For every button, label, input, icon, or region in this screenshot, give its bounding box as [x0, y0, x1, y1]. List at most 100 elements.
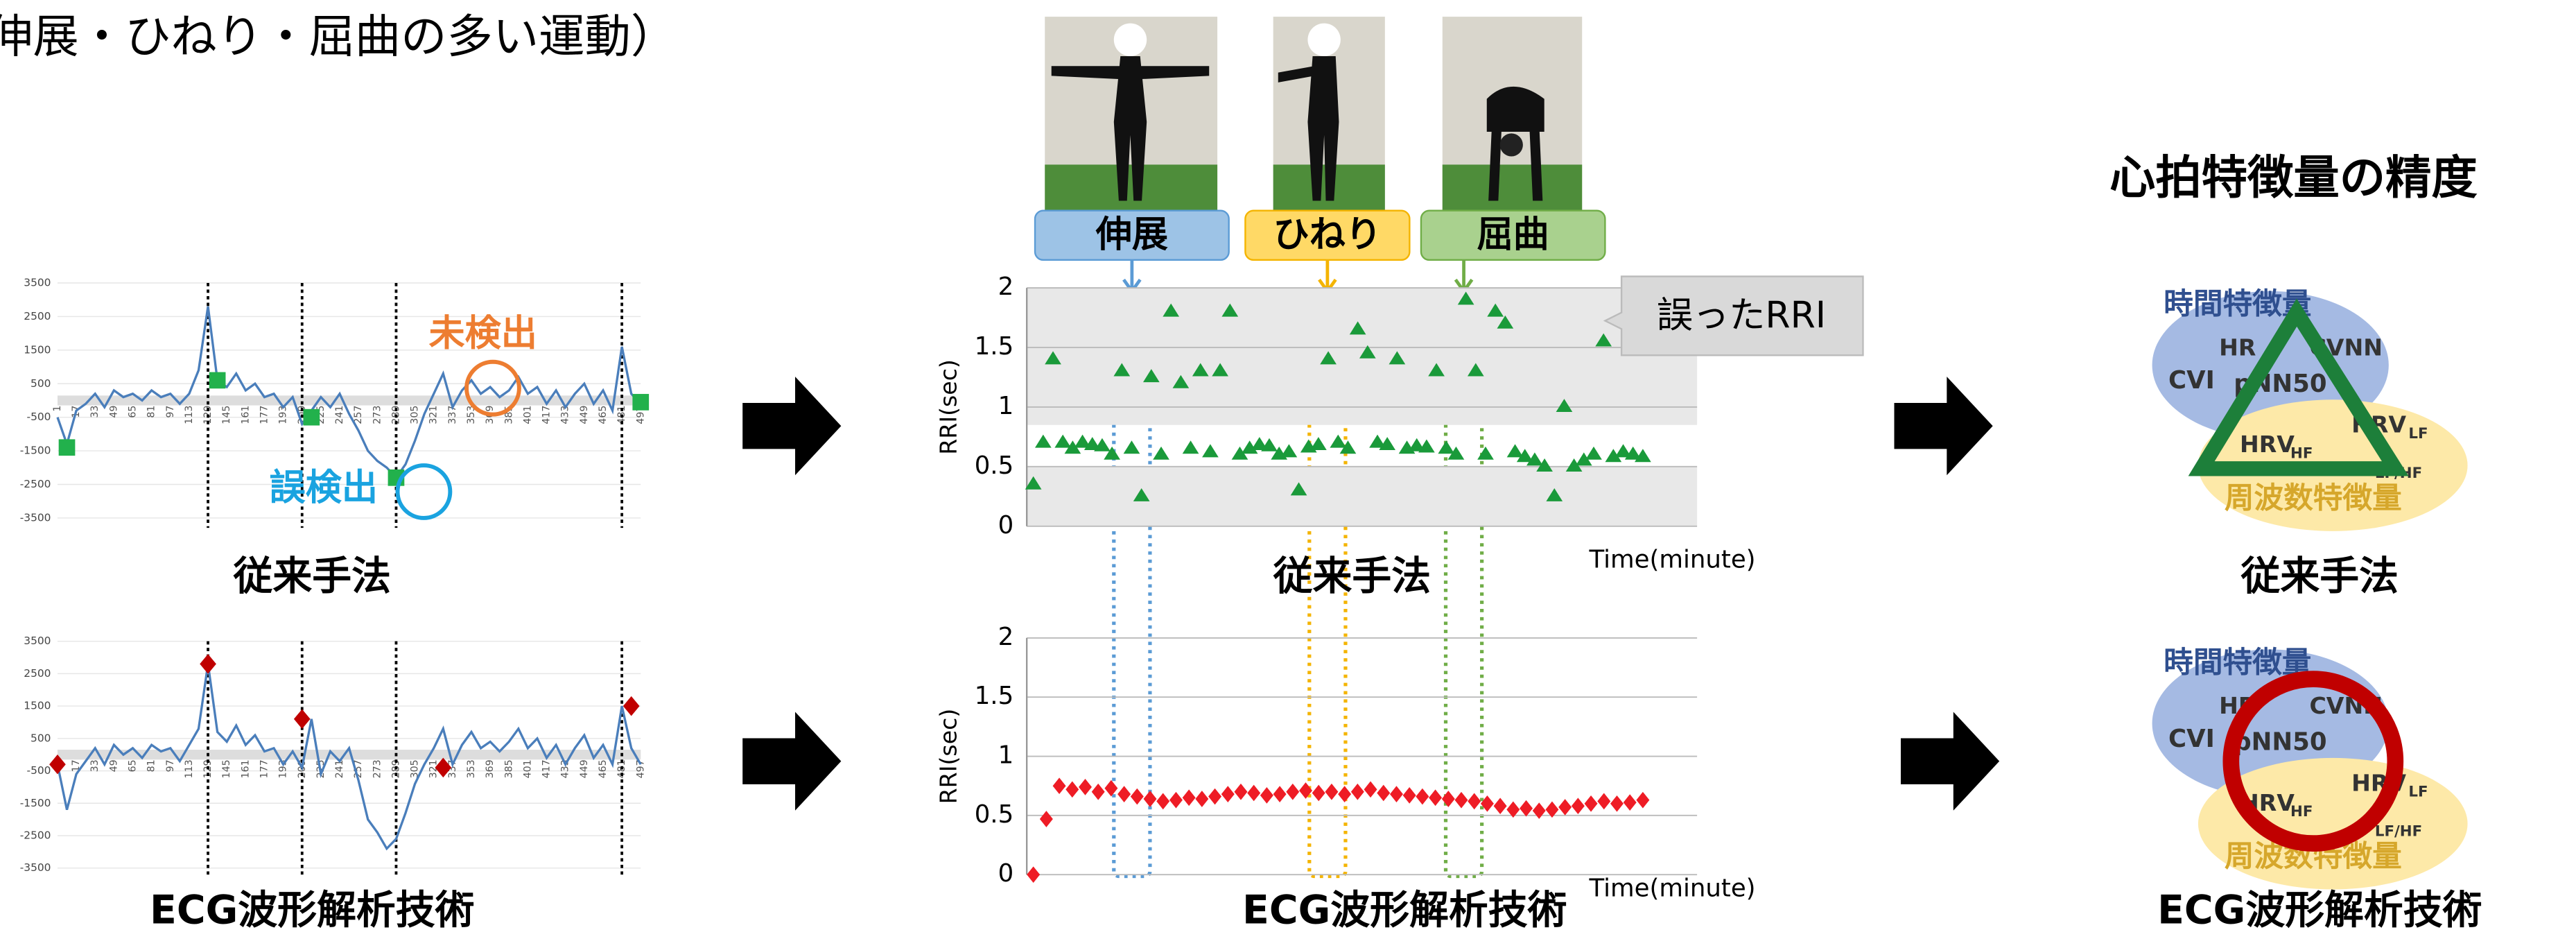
rri-point: [1027, 866, 1040, 883]
x-tick-label: 305: [410, 406, 421, 424]
x-tick-label: 113: [184, 759, 195, 778]
rri-point: [1260, 787, 1273, 804]
x-tick-label: 97: [165, 759, 176, 772]
y-tick-label: 1: [998, 392, 1014, 420]
x-tick-label: 1: [52, 406, 63, 412]
motion-arrow: [1124, 260, 1140, 291]
x-axis-label: Time(minute): [1589, 546, 1756, 574]
x-tick-label: 97: [165, 406, 176, 418]
x-tick-label: 273: [372, 406, 383, 424]
x-tick-label: 449: [579, 406, 590, 424]
rri-point: [1169, 792, 1183, 809]
y-tick-label: 3500: [24, 277, 51, 289]
y-tick-label: 1: [998, 741, 1014, 770]
feature: LF/HF: [2375, 823, 2422, 841]
x-tick-label: 369: [485, 759, 496, 778]
ecg-signal: [58, 307, 641, 478]
x-tick-label: 177: [259, 406, 270, 424]
feature: CVI: [2168, 366, 2215, 395]
x-tick-label: 65: [128, 759, 139, 772]
x-tick-label: 33: [89, 406, 101, 418]
x-tick-label: 321: [428, 406, 440, 424]
rri-point: [1202, 444, 1219, 457]
rri-point: [1183, 440, 1199, 454]
rri-point: [1117, 786, 1131, 802]
y-tick-label: 2500: [24, 310, 51, 322]
x-tick-label: 401: [522, 406, 533, 424]
rri-point: [1636, 792, 1649, 809]
x-tick-label: 161: [240, 759, 251, 778]
header-title: 伸展・ひねり・屈曲の多い運動）: [0, 9, 677, 63]
feature: pNN50: [2234, 728, 2326, 757]
x-tick-label: 177: [259, 759, 270, 778]
feature: HF: [2290, 803, 2313, 820]
feature: LF: [2408, 784, 2428, 801]
rri-point: [1351, 784, 1364, 800]
rri-point: [1338, 786, 1351, 802]
feature: HRV: [2240, 431, 2295, 458]
y-tick-label: 3500: [24, 635, 51, 647]
rri-point: [1585, 795, 1598, 812]
x-tick-label: 49: [108, 759, 119, 772]
x-axis-label: Time(minute): [1589, 875, 1756, 903]
x-tick-label: 145: [221, 759, 232, 778]
beat-marker: [200, 654, 216, 673]
rri-point: [1390, 786, 1403, 802]
rri-point: [1040, 811, 1053, 827]
x-tick-label: 161: [240, 406, 251, 424]
x-tick-label: 465: [598, 759, 609, 778]
y-axis-label: RRI(sec): [934, 359, 961, 455]
rri-point: [1325, 784, 1338, 800]
feature: LF: [2408, 425, 2428, 442]
y-tick-label: 500: [31, 377, 51, 390]
rri-point: [1520, 800, 1533, 817]
x-tick-label: 33: [89, 759, 101, 772]
page: {"header":{"title":"伸展・ひねり・屈曲の多い運動）"}, "…: [0, 0, 2576, 939]
rri-point: [1429, 789, 1442, 806]
beat-marker: [623, 696, 640, 716]
rri-point: [1035, 435, 1052, 448]
rri-point: [1221, 786, 1235, 802]
x-tick-label: 353: [466, 759, 477, 778]
y-tick-label: -500: [27, 764, 51, 777]
beat-marker: [303, 409, 320, 426]
motion-label: 屈曲: [1477, 214, 1549, 256]
panel-label: ECG波形解析技術: [150, 887, 474, 933]
rri-point: [1234, 784, 1247, 800]
rri-point: [1310, 437, 1327, 450]
rri-point: [1572, 798, 1585, 814]
callout: 誤ったRRI: [1657, 295, 1826, 336]
y-tick-label: -500: [27, 411, 51, 423]
beat-marker: [209, 372, 226, 389]
chart-label: ECG波形解析技術: [1242, 887, 1567, 933]
y-tick-label: -3500: [20, 511, 51, 524]
y-axis-label: RRI(sec): [934, 709, 961, 804]
beat-marker: [294, 709, 311, 729]
y-tick-label: -1500: [20, 445, 51, 457]
rri-point: [1247, 785, 1260, 802]
rri-point: [1507, 444, 1524, 457]
x-tick-label: 241: [334, 406, 345, 424]
rri-point: [1364, 781, 1377, 798]
y-tick-label: 1.5: [975, 332, 1014, 361]
motion-arrow: [1319, 260, 1336, 291]
rri-point: [1156, 793, 1169, 810]
y-tick-label: 0.5: [975, 451, 1014, 480]
x-tick-label: 465: [598, 406, 609, 424]
rri-point: [1455, 792, 1468, 809]
freq-title: 周波数特徴量: [2225, 481, 2402, 515]
rri-point: [1533, 802, 1546, 819]
motion-arrow: [1456, 260, 1472, 291]
x-tick-label: 417: [541, 759, 552, 778]
feature: HR: [2219, 334, 2256, 361]
rri-point: [1468, 793, 1481, 810]
band: [1027, 467, 1697, 526]
y-tick-label: 2: [998, 623, 1014, 651]
annotation-circle: [398, 465, 451, 518]
y-tick-label: 1500: [24, 343, 51, 356]
rri-point: [1438, 440, 1454, 454]
x-tick-label: 49: [108, 406, 119, 418]
annotation: 誤検出: [270, 467, 378, 509]
panel-label: 従来手法: [233, 553, 391, 599]
annotation: 未検出: [429, 313, 537, 354]
